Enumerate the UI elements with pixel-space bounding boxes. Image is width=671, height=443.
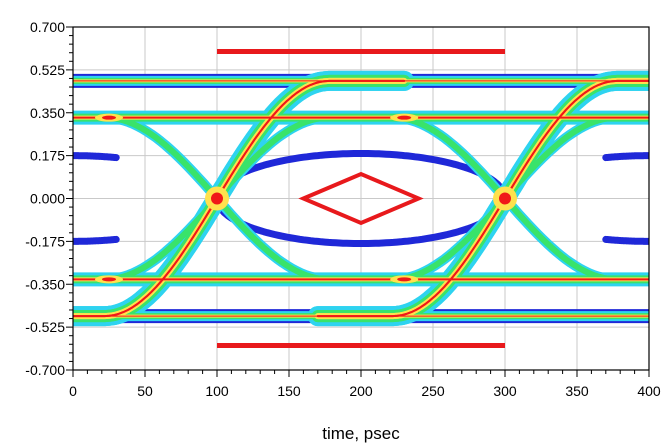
edge-eye-bottom-contour <box>602 235 649 245</box>
eye-bottom-contour <box>213 195 509 247</box>
x-tick-label: 350 <box>565 383 589 399</box>
y-tick-label: -0.175 <box>25 233 65 249</box>
y-tick-label: 0.700 <box>30 19 65 35</box>
y-tick-label: 0.350 <box>30 105 65 121</box>
y-tick-labels: 0.700 0.525 0.350 0.175 0.000 -0.175 -0.350 -0.… <box>25 19 65 378</box>
x-tick-label: 400 <box>637 383 661 399</box>
x-axis-title: time, psec <box>322 424 400 443</box>
y-tick-label: 0.000 <box>30 191 65 207</box>
x-tick-label: 250 <box>421 383 445 399</box>
crossing-hotspot-core <box>211 192 223 205</box>
level-hotspot-core <box>102 277 116 282</box>
x-tick-label: 200 <box>349 383 373 399</box>
level-hotspot-core <box>397 277 412 282</box>
edge-eye-bottom-contour <box>73 235 120 245</box>
y-tick-label: -0.350 <box>25 276 65 292</box>
eye-mask <box>217 49 505 348</box>
y-tick-label: 0.175 <box>30 148 65 164</box>
x-tick-label: 0 <box>69 383 77 399</box>
edge-eye-top-contour <box>73 152 120 162</box>
level-hotspot-core <box>397 115 412 120</box>
level-hotspot-core <box>102 115 116 120</box>
edge-eye-top-contour <box>602 152 649 162</box>
y-tick-label: -0.525 <box>25 319 65 335</box>
mask-center-diamond <box>298 171 424 226</box>
axis-ticks <box>66 26 650 377</box>
y-tick-label: -0.700 <box>25 362 65 378</box>
y-tick-label: 0.525 <box>30 62 65 78</box>
crossing-hotspot-core <box>499 192 511 205</box>
x-tick-label: 300 <box>493 383 517 399</box>
x-tick-label: 50 <box>137 383 153 399</box>
eye-top-contour <box>213 150 509 202</box>
x-tick-label: 150 <box>277 383 301 399</box>
x-tick-label: 100 <box>205 383 229 399</box>
eye-density-traces <box>73 70 649 327</box>
x-tick-labels: 0 50 100 150 200 250 300 350 400 <box>69 383 661 399</box>
